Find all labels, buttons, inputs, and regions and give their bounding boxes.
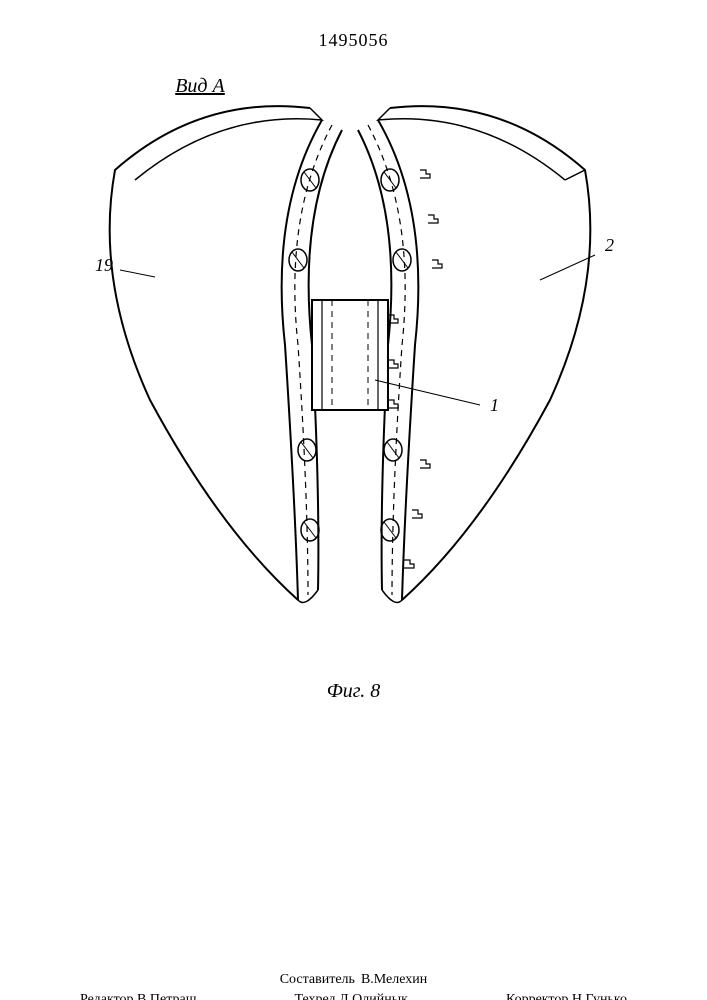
techred-label: Техред (294, 992, 335, 1000)
patent-number: 1495056 (0, 30, 707, 51)
techred-name: Л.Олийнык (339, 992, 408, 1000)
left-wing (110, 106, 342, 602)
compiler-label: Составитель (280, 972, 355, 988)
right-band-teeth (404, 170, 442, 568)
figure-svg (60, 60, 640, 680)
corrector-name: Н.Гунько (572, 992, 627, 1000)
figure-label: Фиг. 8 (0, 680, 707, 703)
ref-19: 19 (95, 255, 113, 276)
corrector-label: Корректор (506, 992, 568, 1000)
right-wing (358, 106, 590, 602)
figure-container (60, 60, 640, 680)
central-sleeve (312, 300, 398, 410)
ref-2: 2 (605, 235, 614, 256)
compiler-name: В.Мелехин (361, 972, 427, 988)
ref-1: 1 (490, 395, 499, 416)
editor-label: Редактор (80, 992, 134, 1000)
editor-name: В.Петраш (137, 992, 196, 1000)
